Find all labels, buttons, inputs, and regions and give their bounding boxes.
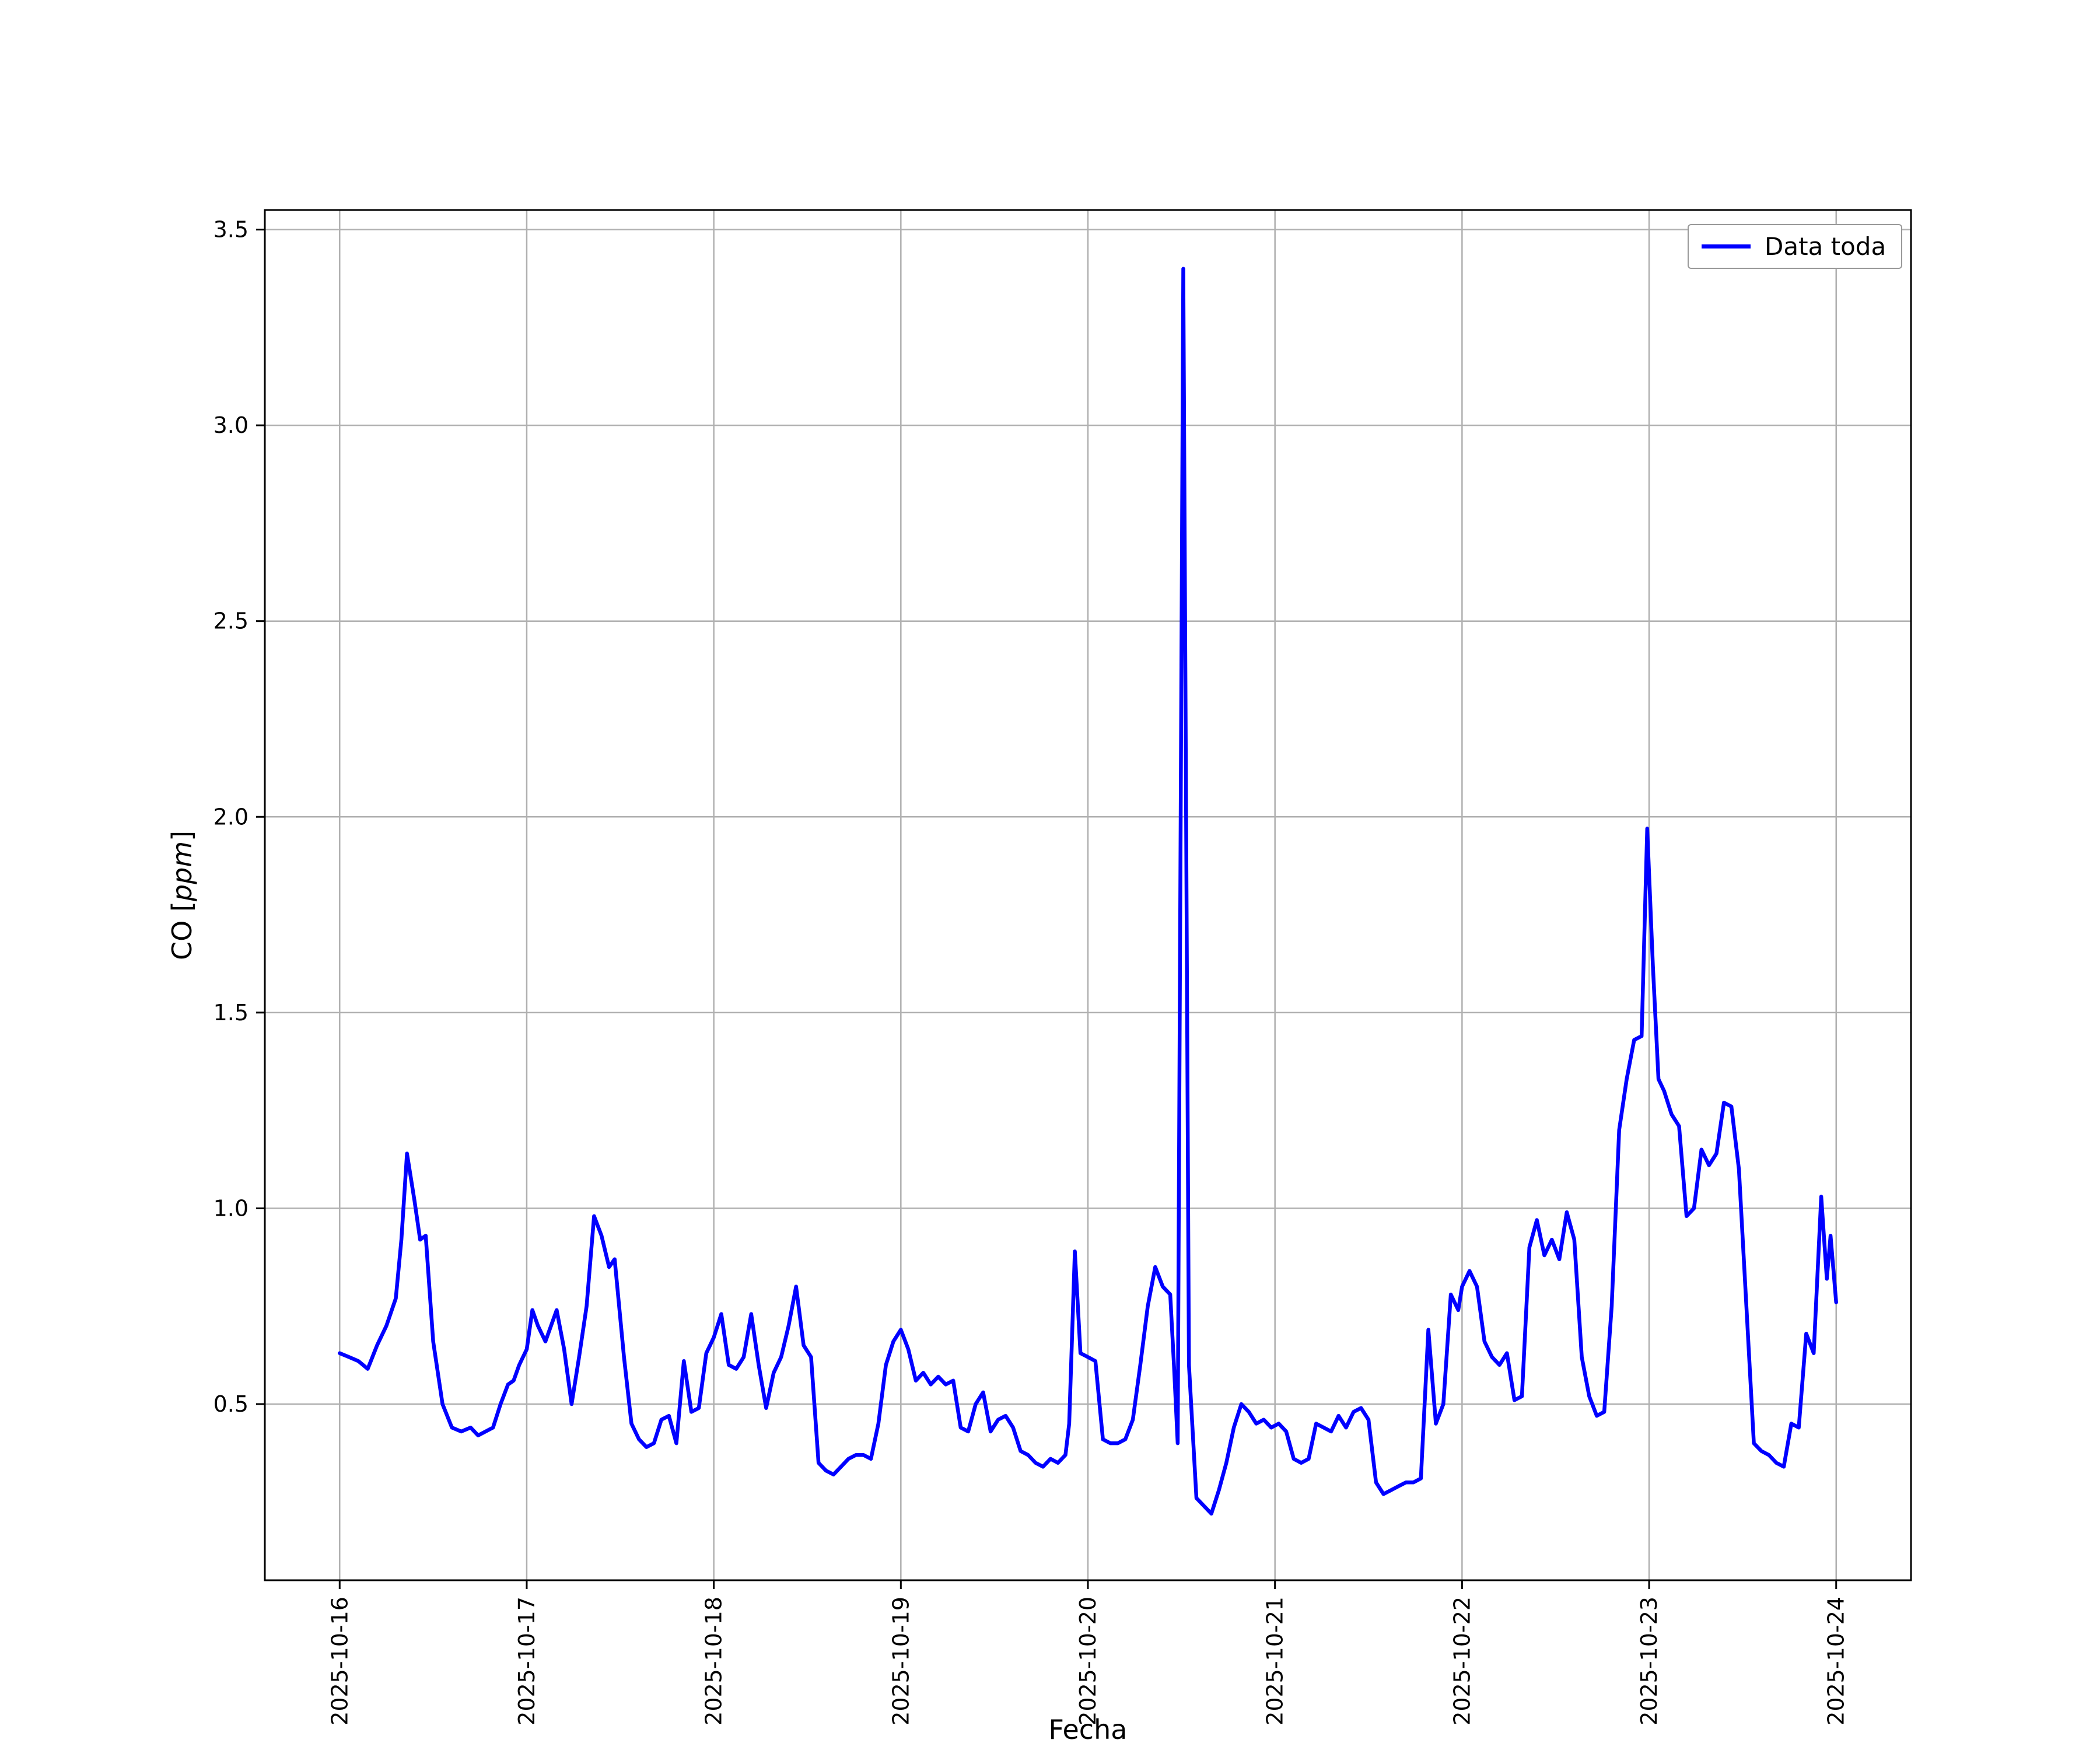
x-tick-label: 2025-10-22 [1449,1597,1475,1726]
y-axis-label-unit: ppm [166,841,198,902]
y-tick-label: 2.5 [214,608,249,634]
grid [265,210,1911,1580]
y-tick-label: 1.5 [214,1000,249,1026]
x-tick-label: 2025-10-20 [1075,1597,1101,1726]
x-tick-label: 2025-10-23 [1636,1597,1662,1726]
y-tick-label: 3.5 [214,217,249,243]
x-tick-label: 2025-10-19 [888,1597,914,1726]
y-axis-label-prefix: CO [ [166,901,198,961]
y-tick-label: 3.0 [214,412,249,438]
x-axis-label: Fecha [1048,1714,1128,1745]
legend: Data toda [1688,224,1903,269]
y-tick-label: 1.0 [214,1195,249,1221]
data-series-line [338,267,1838,1516]
x-tick-label: 2025-10-16 [327,1597,352,1726]
y-axis-label-suffix: ] [166,830,198,841]
x-axis-ticks: 2025-10-16 2025-10-17 2025-10-18 2025-10-19… [327,1580,1849,1726]
y-axis-ticks: 0.5 1.0 1.5 2.0 2.5 3.0 3.5 [214,217,265,1417]
y-axis-label: CO [ppm] [166,831,198,960]
x-tick-label: 2025-10-17 [514,1597,540,1726]
legend-label: Data toda [1765,232,1887,261]
y-tick-label: 0.5 [214,1391,249,1417]
x-tick-label: 2025-10-18 [701,1597,727,1726]
y-tick-label: 2.0 [214,804,249,830]
legend-line-sample [1702,244,1751,249]
x-tick-label: 2025-10-21 [1262,1597,1288,1726]
x-tick-label: 2025-10-24 [1824,1597,1849,1726]
